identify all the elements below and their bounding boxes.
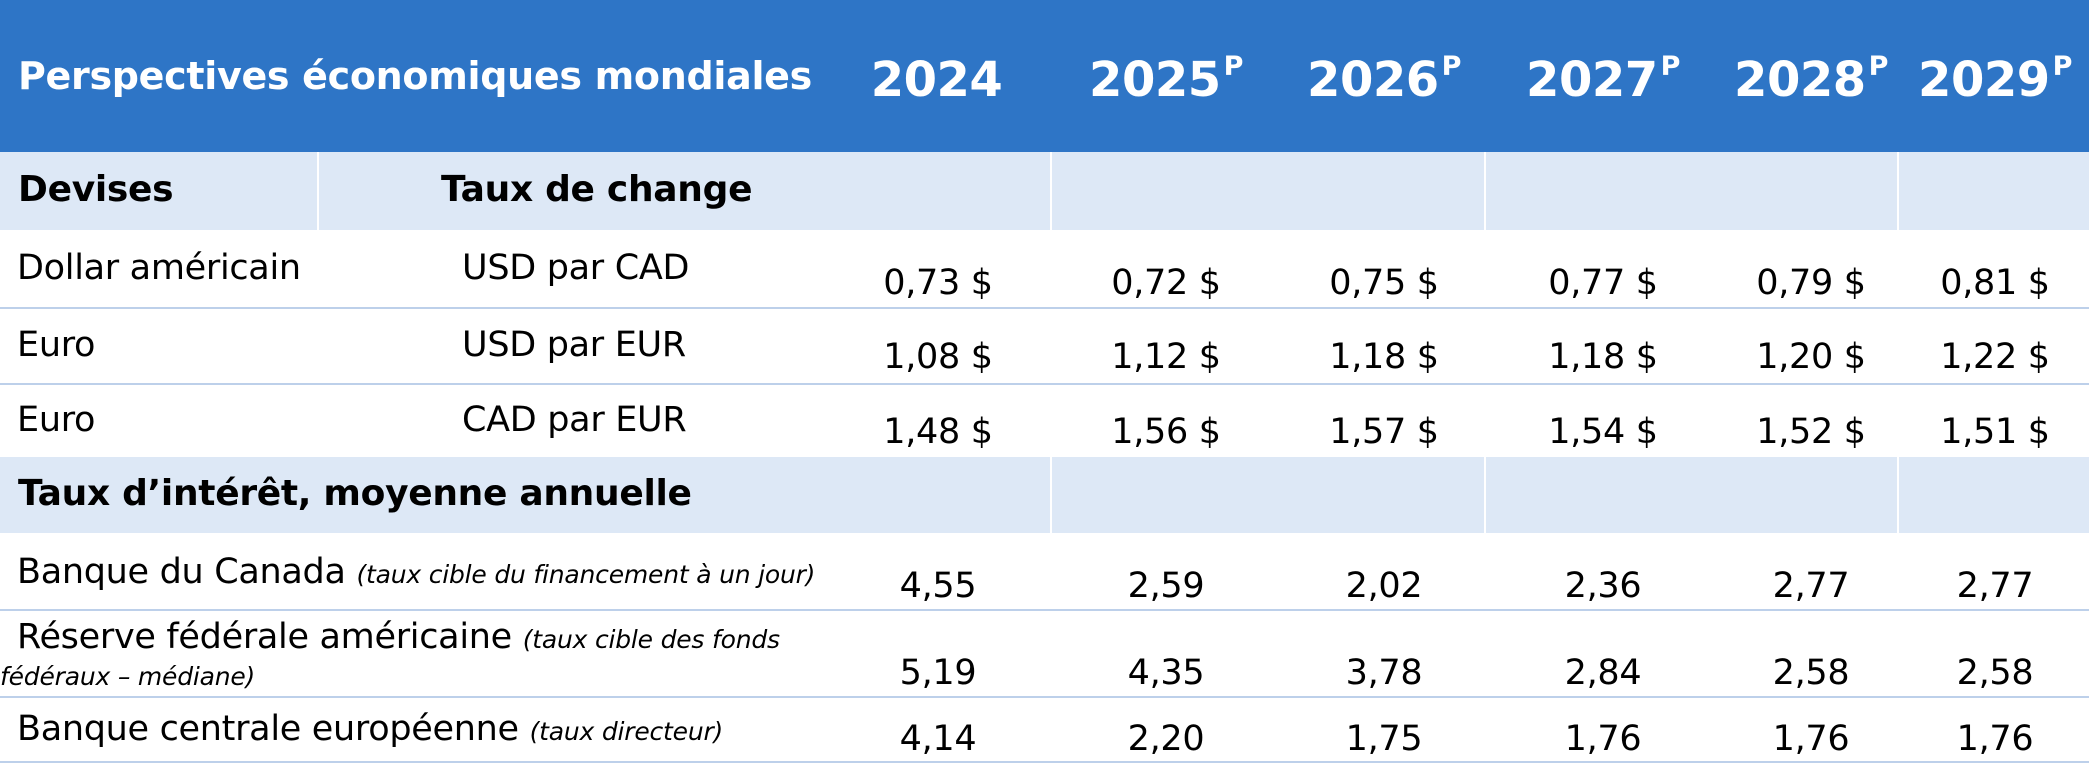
currency-name: Euro — [17, 400, 96, 440]
value-cell: 4,14 — [899, 719, 977, 759]
table-title: Perspectives économiques mondiales — [18, 54, 812, 98]
value-cell: 1,18 $ — [1548, 337, 1658, 377]
institution-name: Banque centrale européenne (taux directe… — [17, 709, 724, 749]
value-cell: 0,75 $ — [1329, 263, 1439, 303]
table-row: Réserve fédérale américaine (taux cible … — [0, 611, 2089, 696]
band-separator — [1484, 457, 1486, 533]
value-cell: 2,36 — [1564, 566, 1642, 606]
value-cell: 0,72 $ — [1111, 263, 1221, 303]
value-cell: 0,73 $ — [883, 263, 993, 303]
table-row: Dollar américain USD par CAD 0,73 $ 0,72… — [0, 230, 2089, 307]
value-cell: 2,59 — [1127, 566, 1205, 606]
row-divider — [0, 383, 2089, 385]
value-cell: 1,51 $ — [1940, 412, 2050, 452]
value-cell: 1,75 — [1345, 719, 1423, 759]
band-separator — [1050, 457, 1052, 533]
value-cell: 0,79 $ — [1756, 263, 1866, 303]
row-divider — [0, 609, 2089, 611]
value-cell: 1,48 $ — [883, 412, 993, 452]
band-separator — [1484, 152, 1486, 230]
value-cell: 2,77 — [1956, 566, 2034, 606]
year-2025: 2025 P — [1089, 51, 1243, 108]
currency-section-band: Devises Taux de change — [0, 152, 2089, 230]
band-separator — [317, 152, 319, 230]
currency-name: Dollar américain — [17, 248, 301, 288]
institution-name: Banque du Canada (taux cible du financem… — [17, 552, 816, 592]
exchange-rate-label: Taux de change — [441, 169, 753, 210]
value-cell: 2,58 — [1772, 653, 1850, 693]
year-2024: 2024 — [870, 52, 1003, 108]
currency-label: Devises — [18, 169, 174, 210]
table-row: Euro CAD par EUR 1,48 $ 1,56 $ 1,57 $ 1,… — [0, 385, 2089, 457]
band-separator — [1050, 152, 1052, 230]
value-cell: 1,12 $ — [1111, 337, 1221, 377]
value-cell: 1,08 $ — [883, 337, 993, 377]
value-cell: 5,19 — [899, 653, 977, 693]
table-row: Euro USD par EUR 1,08 $ 1,12 $ 1,18 $ 1,… — [0, 309, 2089, 383]
value-cell: 2,84 — [1564, 653, 1642, 693]
value-cell: 1,76 — [1956, 719, 2034, 759]
currency-name: Euro — [17, 325, 96, 365]
value-cell: 0,77 $ — [1548, 263, 1658, 303]
row-divider — [0, 696, 2089, 698]
value-cell: 2,58 — [1956, 653, 2034, 693]
value-cell: 2,20 — [1127, 719, 1205, 759]
value-cell: 1,56 $ — [1111, 412, 1221, 452]
rate-note: (taux cible du financement à un jour) — [356, 560, 816, 589]
value-cell: 0,81 $ — [1940, 263, 2050, 303]
year-2027: 2027 P — [1526, 51, 1680, 108]
rate-note: (taux cible des fonds — [522, 625, 780, 654]
value-cell: 1,76 — [1564, 719, 1642, 759]
value-cell: 4,55 — [899, 566, 977, 606]
value-cell: 4,35 — [1127, 653, 1205, 693]
row-divider — [0, 307, 2089, 309]
value-cell: 1,18 $ — [1329, 337, 1439, 377]
table-row: Banque centrale européenne (taux directe… — [0, 698, 2089, 763]
rate-type: USD par CAD — [462, 248, 690, 288]
band-separator — [1897, 152, 1899, 230]
interest-section-label: Taux d’intérêt, moyenne annuelle — [18, 473, 692, 514]
band-separator — [1897, 457, 1899, 533]
rate-type: USD par EUR — [462, 325, 686, 365]
rate-note: (taux directeur) — [529, 717, 724, 746]
value-cell: 1,20 $ — [1756, 337, 1866, 377]
interest-section-band: Taux d’intérêt, moyenne annuelle — [0, 457, 2089, 533]
year-2026: 2026 P — [1307, 51, 1461, 108]
value-cell: 2,02 — [1345, 566, 1423, 606]
year-2029: 2029 P — [1918, 51, 2072, 108]
year-2028: 2028 P — [1734, 51, 1888, 108]
value-cell: 1,22 $ — [1940, 337, 2050, 377]
institution-name: Réserve fédérale américaine (taux cible … — [17, 617, 780, 657]
rate-type: CAD par EUR — [462, 400, 687, 440]
value-cell: 1,76 — [1772, 719, 1850, 759]
table-header: Perspectives économiques mondiales 2024 … — [0, 0, 2089, 152]
value-cell: 2,77 — [1772, 566, 1850, 606]
table-row: Banque du Canada (taux cible du financem… — [0, 533, 2089, 609]
row-divider — [0, 761, 2089, 763]
value-cell: 1,57 $ — [1329, 412, 1439, 452]
value-cell: 1,54 $ — [1548, 412, 1658, 452]
rate-note-continued: fédéraux – médiane) — [0, 662, 256, 691]
value-cell: 3,78 — [1345, 653, 1423, 693]
value-cell: 1,52 $ — [1756, 412, 1866, 452]
